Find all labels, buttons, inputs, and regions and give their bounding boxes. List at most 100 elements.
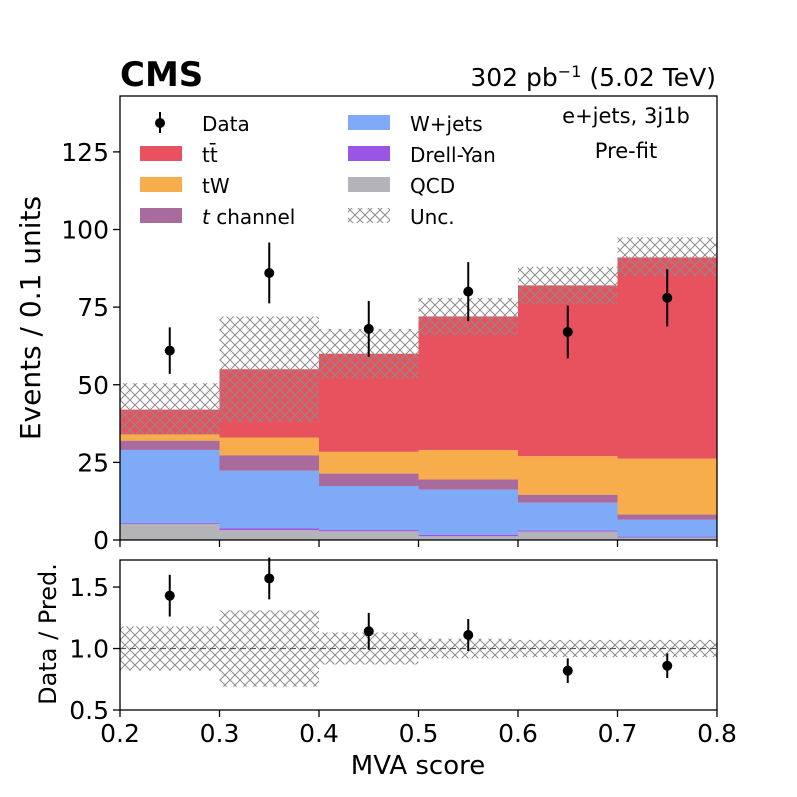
xtick-label-0.5: 0.5 bbox=[399, 719, 439, 748]
bar-t-channel-3 bbox=[418, 479, 518, 490]
legend-label-5: Drell-Yan bbox=[410, 143, 496, 167]
legend-label-1: tt̄ bbox=[202, 142, 218, 167]
ratio-point-2 bbox=[363, 626, 374, 637]
bar-tw-0 bbox=[120, 434, 220, 441]
legend-label-6: QCD bbox=[410, 174, 455, 198]
lumi-value: 302 pb bbox=[470, 63, 557, 92]
ratio-unc-bin-4 bbox=[518, 639, 618, 658]
data-point-0 bbox=[164, 345, 175, 356]
legend-swatch-4 bbox=[348, 115, 390, 130]
ratio-axes: 0.5 1.0 1.5 0.2 0.3 0.4 0.5 0.6 0.7 0.8 bbox=[69, 559, 737, 748]
legend-label-4: W+jets bbox=[410, 112, 483, 136]
bar-t-channel-4 bbox=[518, 494, 618, 503]
bar-tw-2 bbox=[319, 451, 419, 474]
bar-drell-yan-1 bbox=[219, 528, 319, 531]
ratio-ytick-label-1: 1.0 bbox=[69, 635, 109, 664]
bar-t-channel-2 bbox=[319, 473, 419, 486]
ratio-ytick-label-1.5: 1.5 bbox=[69, 573, 109, 602]
bar-drell-yan-4 bbox=[518, 530, 618, 532]
bar-qcd-2 bbox=[319, 531, 419, 540]
bar-t-channel-0 bbox=[120, 440, 220, 450]
bar-w-jets-3 bbox=[418, 489, 518, 535]
uncertainty-band bbox=[120, 237, 717, 435]
bar-qcd-1 bbox=[219, 530, 319, 540]
xtick-label-0.7: 0.7 bbox=[598, 719, 638, 748]
main-ytick-label-50: 50 bbox=[77, 371, 109, 400]
data-point-4 bbox=[562, 326, 573, 337]
ratio-panel: 0.5 1.0 1.5 0.2 0.3 0.4 0.5 0.6 0.7 0.8 Data / Pr… bbox=[34, 557, 737, 781]
main-axes: 0 25 50 75 100 125 bbox=[61, 95, 718, 555]
lumi-exponent: −1 bbox=[558, 62, 582, 81]
ratio-point-4 bbox=[562, 665, 573, 676]
bar-w-jets-5 bbox=[617, 519, 717, 537]
ratio-y-axis-label: Data / Pred. bbox=[34, 563, 62, 705]
bar-tt--3 bbox=[418, 316, 518, 450]
channel-label: e+jets, 3j1b bbox=[562, 104, 690, 128]
data-points bbox=[164, 242, 673, 374]
ratio-point-0 bbox=[164, 590, 175, 601]
main-ytick-label-0: 0 bbox=[93, 526, 109, 555]
bar-t-channel-5 bbox=[617, 514, 717, 520]
legend-swatch-2 bbox=[140, 177, 182, 192]
bar-qcd-3 bbox=[418, 536, 518, 540]
stage-label: Pre-fit bbox=[595, 139, 657, 163]
energy-value: (5.02 TeV) bbox=[589, 63, 716, 92]
legend: Data tt̄ tW t channel W+jets Drell-Yan QCD Unc. bbox=[140, 112, 496, 229]
data-point-3 bbox=[463, 286, 474, 297]
legend-swatch-1 bbox=[140, 146, 182, 161]
ratio-uncertainty-band bbox=[120, 610, 717, 687]
ratio-unc-bin-5 bbox=[617, 639, 717, 658]
legend-swatch-6 bbox=[348, 177, 390, 192]
bar-tw-1 bbox=[219, 437, 319, 456]
main-ytick-label-25: 25 bbox=[77, 448, 109, 477]
ratio-point-3 bbox=[463, 630, 474, 640]
experiment-label: CMS bbox=[120, 55, 203, 95]
legend-swatch-5 bbox=[348, 146, 390, 161]
xtick-label-0.4: 0.4 bbox=[299, 719, 339, 748]
legend-label-0: Data bbox=[202, 112, 250, 136]
main-ytick-label-100: 100 bbox=[61, 216, 109, 245]
bar-drell-yan-3 bbox=[418, 534, 518, 537]
bar-t-channel-1 bbox=[219, 455, 319, 471]
legend-swatch-unc bbox=[348, 208, 390, 223]
data-point-2 bbox=[363, 323, 374, 334]
main-ytick-label-125: 125 bbox=[61, 138, 109, 167]
bar-drell-yan-5 bbox=[617, 536, 717, 538]
ratio-point-1 bbox=[264, 573, 275, 584]
bar-tw-5 bbox=[617, 458, 717, 515]
bar-tw-3 bbox=[418, 449, 518, 480]
x-axis-label: MVA score bbox=[351, 751, 485, 781]
bar-drell-yan-0 bbox=[120, 522, 220, 524]
luminosity-label: 302 pb−1 (5.02 TeV) bbox=[470, 62, 716, 93]
ratio-points bbox=[164, 557, 673, 683]
ratio-point-5 bbox=[662, 660, 673, 671]
xtick-label-0.2: 0.2 bbox=[100, 719, 140, 748]
bar-w-jets-0 bbox=[120, 449, 220, 523]
bar-qcd-4 bbox=[518, 531, 618, 540]
unc-band-bin-0 bbox=[120, 383, 220, 435]
xtick-label-0.8: 0.8 bbox=[697, 719, 737, 748]
bar-w-jets-2 bbox=[319, 485, 419, 531]
xtick-label-0.3: 0.3 bbox=[200, 719, 240, 748]
bar-tw-4 bbox=[518, 456, 618, 495]
legend-marker-dot bbox=[155, 118, 165, 128]
main-y-axis-label: Events / 0.1 units bbox=[14, 196, 47, 440]
bar-w-jets-4 bbox=[518, 502, 618, 531]
main-ytick-label-75: 75 bbox=[77, 293, 109, 322]
bar-qcd-5 bbox=[617, 537, 717, 540]
bar-w-jets-1 bbox=[219, 470, 319, 529]
bar-drell-yan-2 bbox=[319, 530, 419, 532]
ratio-ytick-label-0.5: 0.5 bbox=[69, 696, 109, 725]
legend-swatch-3 bbox=[140, 208, 182, 223]
unc-band-bin-4 bbox=[518, 266, 618, 305]
xtick-label-0.6: 0.6 bbox=[498, 719, 538, 748]
bar-qcd-0 bbox=[120, 523, 220, 540]
unc-band-bin-1 bbox=[219, 316, 319, 423]
data-point-5 bbox=[662, 292, 673, 303]
data-point-1 bbox=[264, 267, 275, 278]
legend-label-3: t channel bbox=[202, 205, 295, 229]
main-panel: 0 25 50 75 100 125 Data tt̄ tW t channel W+jets Dr… bbox=[14, 95, 718, 555]
legend-label-2: tW bbox=[202, 174, 230, 198]
legend-label-7: Unc. bbox=[410, 205, 455, 229]
